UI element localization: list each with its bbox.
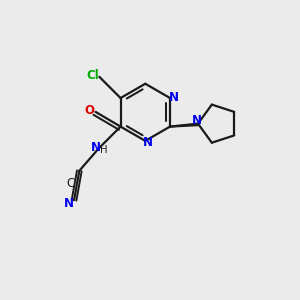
- Text: Cl: Cl: [86, 69, 99, 82]
- Text: N: N: [64, 196, 74, 210]
- Text: C: C: [66, 177, 74, 190]
- Text: N: N: [143, 136, 153, 148]
- Text: N: N: [91, 141, 100, 154]
- Text: N: N: [169, 91, 178, 104]
- Text: O: O: [85, 104, 94, 117]
- Text: H: H: [100, 146, 107, 155]
- Text: N: N: [192, 114, 202, 127]
